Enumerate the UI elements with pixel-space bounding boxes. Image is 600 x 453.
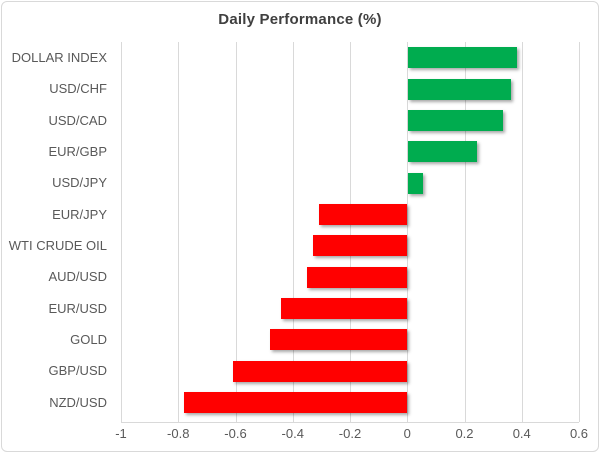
category-label: EUR/JPY bbox=[52, 206, 107, 222]
category-label: USD/CHF bbox=[49, 81, 107, 97]
x-tick-label: -0.2 bbox=[338, 426, 362, 441]
category-label: EUR/USD bbox=[48, 300, 107, 316]
x-tick-label: -0.8 bbox=[167, 426, 190, 441]
bar-usd-chf bbox=[408, 78, 512, 100]
gridline bbox=[235, 42, 237, 422]
bar-wti-crude-oil bbox=[312, 235, 408, 257]
bar-nzd-usd bbox=[183, 391, 408, 413]
gridline bbox=[121, 42, 122, 422]
bar-usd-jpy bbox=[408, 172, 423, 194]
x-tick-label: 0.6 bbox=[569, 426, 589, 441]
gridline bbox=[292, 42, 294, 422]
bar-eur-gbp bbox=[408, 141, 477, 163]
bar-eur-jpy bbox=[318, 203, 408, 225]
bar-usd-cad bbox=[408, 109, 503, 131]
x-tick-label: 0.4 bbox=[512, 426, 531, 441]
x-tick-label: -0.6 bbox=[224, 426, 247, 441]
x-axis-line bbox=[121, 422, 579, 423]
category-label: GOLD bbox=[70, 332, 107, 347]
x-tick-label: -1 bbox=[115, 426, 127, 441]
bar-aud-usd bbox=[307, 266, 408, 288]
category-label: NZD/USD bbox=[49, 394, 107, 410]
gridline bbox=[407, 42, 409, 422]
category-label: WTI CRUDE OIL bbox=[8, 238, 107, 253]
bar-eur-usd bbox=[281, 297, 408, 319]
x-tick-label: 0.2 bbox=[455, 426, 474, 441]
category-label: DOLLAR INDEX bbox=[11, 50, 107, 65]
gridline bbox=[521, 42, 523, 422]
gridline bbox=[579, 42, 580, 422]
bar-gbp-usd bbox=[232, 360, 408, 382]
category-label: USD/CAD bbox=[48, 112, 107, 128]
x-tick-label: 0 bbox=[403, 426, 411, 441]
category-label: USD/JPY bbox=[52, 175, 107, 191]
category-label: EUR/GBP bbox=[48, 144, 107, 159]
gridline bbox=[350, 42, 351, 422]
chart-title: Daily Performance (%) bbox=[218, 11, 382, 28]
gridline bbox=[464, 42, 466, 422]
gridline bbox=[178, 42, 180, 422]
x-tick-label: -0.4 bbox=[281, 426, 304, 441]
bar-gold bbox=[269, 329, 408, 351]
bar-dollar-index bbox=[408, 47, 518, 69]
category-label: AUD/USD bbox=[48, 269, 107, 285]
category-label: GBP/USD bbox=[48, 363, 107, 379]
